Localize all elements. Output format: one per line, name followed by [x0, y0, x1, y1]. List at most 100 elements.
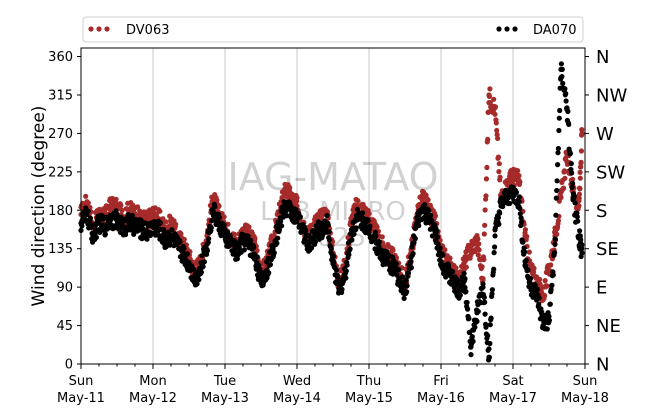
- point-DA070-73-12: [521, 245, 527, 251]
- point-DA070-key-10: [138, 226, 144, 232]
- point-DV063-67-2: [481, 256, 487, 263]
- point-DV063-83-5: [577, 169, 583, 175]
- point-DA070-41-5: [326, 229, 332, 235]
- legend-marker-DV063-2: [104, 26, 110, 32]
- point-DV063-83-2: [576, 191, 583, 197]
- point-DA070-20-1: [198, 269, 204, 275]
- point-DA070-73-3: [517, 211, 523, 217]
- point-DA070-58-4: [428, 212, 434, 218]
- point-DV063-key-78: [546, 267, 552, 273]
- point-DA070-key-68: [486, 354, 492, 360]
- point-DA070-21-4: [206, 236, 212, 242]
- point-DA070-59-6: [435, 234, 441, 240]
- x-tick-day-2025-05-18: Sun: [573, 374, 598, 389]
- x-tick-date-2025-05-13: May-13: [201, 391, 249, 406]
- x-tick-day-2025-05-16: Fri: [433, 374, 449, 389]
- point-DA070-key-4: [102, 223, 108, 229]
- point-DA070-key-42: [330, 260, 336, 266]
- point-DA070-78-5: [548, 286, 554, 293]
- point-DA070-key-47: [360, 217, 366, 224]
- point-DV063-28-0: [246, 224, 252, 230]
- compass-label-6: W: [596, 124, 614, 145]
- point-DV063-67-5: [482, 207, 488, 213]
- point-DV063-key-12: [150, 211, 156, 218]
- point-DA070-65-5: [470, 338, 476, 344]
- point-DA070-47-12: [365, 217, 371, 224]
- point-DA070-78-3: [547, 301, 553, 307]
- x-axis: Sun May-11 Mon May-12 Tue May-13 Wed May-14 Thu M…: [57, 364, 609, 406]
- point-DV063-23-0: [216, 203, 222, 209]
- y-tick-label-315: 315: [48, 88, 73, 103]
- point-DV063-key-83: [576, 203, 582, 209]
- point-DV063-69-5: [494, 132, 500, 138]
- point-DA070-80-4: [560, 80, 566, 86]
- point-DA070-68-0: [486, 346, 492, 352]
- point-DA070-key-44: [342, 271, 348, 277]
- point-DV063-59-1: [432, 213, 438, 219]
- point-DV063-key-77: [540, 293, 546, 299]
- y-tick-label-180: 180: [48, 204, 73, 219]
- point-DA070-64-0: [462, 284, 468, 291]
- point-DA070-83-8: [578, 237, 584, 243]
- point-DA070-7-3: [121, 218, 127, 224]
- point-DA070-key-38: [306, 241, 312, 247]
- point-DV063-74-1: [522, 227, 529, 233]
- point-DA070-79-10: [556, 115, 562, 121]
- x-tick-date-2025-05-14: May-14: [273, 391, 321, 406]
- point-DA070-71-6: [507, 200, 513, 207]
- point-DA070-79-6: [555, 162, 561, 168]
- point-DV063-6-9: [118, 202, 124, 208]
- point-DA070-57-13: [426, 208, 432, 214]
- point-DA070-key-62: [450, 277, 456, 283]
- point-DV063-key-68: [486, 92, 492, 98]
- point-DA070-34-4: [284, 213, 290, 219]
- point-DV063-key-22: [210, 194, 216, 201]
- point-DV063-key-34: [282, 186, 288, 192]
- point-DA070-key-67: [480, 284, 486, 290]
- point-DA070-key-22: [210, 207, 216, 213]
- point-DV063-22-9: [214, 197, 220, 203]
- point-DA070-key-45: [348, 231, 354, 237]
- point-DA070-78-10: [550, 272, 556, 278]
- point-DA070-83-12: [579, 246, 585, 252]
- point-DA070-80-12: [563, 98, 569, 104]
- point-DA070-17-10: [184, 251, 190, 257]
- point-DA070-key-13: [156, 226, 162, 232]
- point-DA070-80-2: [559, 74, 565, 80]
- point-DA070-55-1: [408, 265, 414, 271]
- point-DA070-key-20: [198, 265, 204, 271]
- point-DA070-key-16: [174, 241, 180, 247]
- point-DA070-key-24: [222, 233, 228, 239]
- point-DA070-13-12: [161, 230, 167, 236]
- legend-marker-DV063-0: [88, 26, 94, 32]
- point-DA070-key-46: [354, 214, 360, 220]
- legend-marker-DA070-0: [496, 26, 502, 32]
- point-DA070-52-13: [396, 267, 402, 273]
- point-DA070-79-1: [552, 236, 559, 242]
- point-DV063-key-65: [468, 246, 474, 252]
- point-DA070-61-13: [450, 269, 456, 275]
- point-DV063-67-3: [481, 231, 487, 237]
- point-DA070-79-2: [553, 212, 559, 218]
- point-DA070-69-11: [497, 210, 503, 216]
- point-DA070-key-27: [240, 237, 246, 243]
- point-DA070-80-11: [563, 91, 569, 97]
- x-tick-day-2025-05-11: Sun: [69, 374, 94, 389]
- point-DA070-key-56: [414, 220, 420, 226]
- point-DA070-20-8: [201, 259, 207, 265]
- point-DA070-68-13: [492, 244, 498, 250]
- point-DA070-48-0: [366, 231, 372, 237]
- point-DA070-74-13: [528, 275, 534, 281]
- point-DA070-28-11: [251, 244, 257, 251]
- point-DA070-68-12: [491, 250, 497, 256]
- point-DV063-29-0: [252, 235, 258, 242]
- point-DV063-67-8: [483, 176, 489, 182]
- point-DA070-81-11: [569, 170, 575, 176]
- point-DA070-key-18: [186, 260, 192, 266]
- point-DV063-key-67: [480, 276, 486, 282]
- point-DA070-key-66: [474, 310, 480, 316]
- point-DV063-key-66: [474, 237, 480, 243]
- compass-axis: N NE E SE S SW W NW N: [585, 47, 627, 376]
- point-DA070-44-9: [346, 252, 352, 258]
- point-DA070-key-9: [132, 223, 138, 229]
